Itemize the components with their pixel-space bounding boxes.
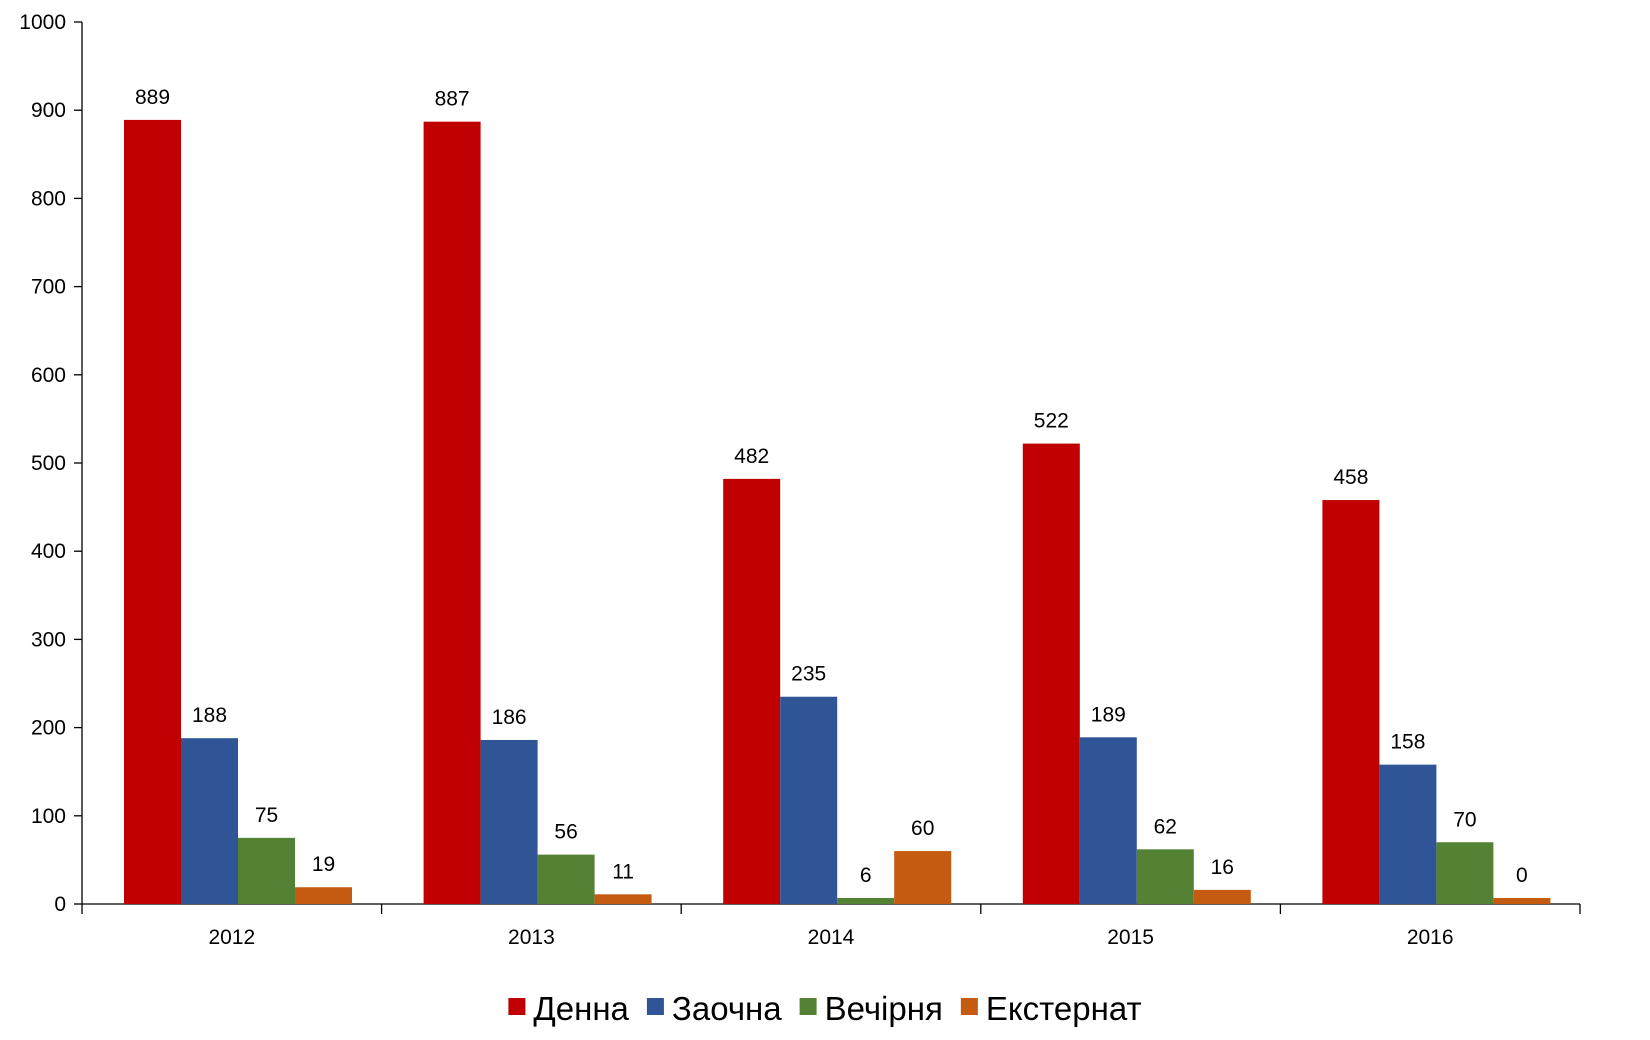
bar-Заочна-2016 [1379, 764, 1437, 904]
legend-swatch [646, 998, 664, 1015]
legend-label: Вечірня [825, 990, 943, 1027]
data-label: 188 [192, 704, 227, 727]
x-tick-label: 2012 [208, 926, 255, 949]
bar-Денна-2013 [423, 121, 481, 904]
y-tick-label: 0 [54, 893, 66, 916]
bar-Денна-2015 [1022, 443, 1080, 904]
data-label: 186 [492, 706, 527, 729]
bar-Денна-2012 [124, 119, 181, 905]
y-tick-label: 100 [31, 805, 66, 828]
data-label: 458 [1333, 466, 1368, 489]
legend-swatch [799, 998, 817, 1015]
x-tick-label: 2014 [808, 926, 855, 949]
bars [124, 119, 1551, 905]
data-label: 887 [435, 88, 470, 111]
data-label: 158 [1390, 731, 1425, 754]
bar-Заочна-2012 [181, 738, 238, 904]
bar-Екстернат-2015 [1193, 889, 1251, 904]
data-label: 60 [911, 817, 934, 840]
bar-Екстернат-2016 [1493, 898, 1551, 904]
y-tick-label: 1000 [19, 11, 66, 34]
y-tick-label: 200 [31, 717, 66, 740]
bar-Денна-2016 [1322, 500, 1380, 904]
bar-Заочна-2014 [780, 696, 838, 904]
data-label: 235 [791, 663, 826, 686]
x-tick-label: 2015 [1107, 926, 1154, 949]
y-axis: 0 100 200 300 400 500 600 700 800 900 1000 [19, 11, 83, 916]
legend: Денна Заочна Вечірня Екстернат [508, 990, 1142, 1027]
x-tick-label: 2013 [508, 926, 555, 949]
bar-Екстернат-2013 [594, 894, 652, 904]
y-tick-label: 500 [31, 452, 66, 475]
data-label: 56 [554, 821, 577, 844]
bar-Екстернат-2014 [894, 851, 952, 904]
data-label: 62 [1154, 815, 1177, 838]
data-label: 11 [612, 860, 634, 883]
y-tick-label: 700 [31, 276, 66, 299]
data-label: 0 [1516, 864, 1528, 887]
legend-label: Денна [533, 990, 629, 1027]
data-label: 75 [255, 804, 278, 827]
bar-Вечірня-2013 [537, 854, 595, 904]
y-tick-label: 600 [31, 364, 66, 387]
x-axis: 2012 2013 2014 2015 2016 [81, 903, 1581, 949]
y-tick-label: 900 [31, 99, 66, 122]
bar-Денна-2014 [723, 478, 781, 904]
legend-label: Заочна [672, 990, 782, 1027]
bar-Заочна-2015 [1079, 737, 1137, 904]
y-tick-label: 300 [31, 628, 66, 651]
bar-Заочна-2013 [480, 739, 538, 904]
bar-Вечірня-2015 [1136, 849, 1194, 904]
y-tick-label: 800 [31, 187, 66, 210]
data-label: 6 [860, 864, 872, 887]
bar-Вечірня-2012 [238, 837, 295, 904]
data-label: 19 [312, 853, 335, 876]
y-tick-label: 400 [31, 540, 66, 563]
bar-Вечірня-2014 [837, 898, 895, 904]
legend-swatch [960, 998, 978, 1015]
x-tick-label: 2016 [1407, 926, 1454, 949]
bar-Вечірня-2016 [1436, 842, 1494, 904]
data-label: 189 [1091, 703, 1126, 726]
data-label: 522 [1034, 410, 1069, 433]
legend-label: Екстернат [986, 990, 1142, 1027]
data-labels: 889 188 75 19 887 186 56 11 482 235 6 60 522 189 62 16 4… [135, 86, 1528, 887]
data-label: 16 [1211, 856, 1234, 879]
data-label: 482 [734, 445, 769, 468]
data-label: 889 [135, 86, 170, 109]
legend-swatch [508, 998, 526, 1015]
bar-Екстернат-2012 [295, 887, 352, 904]
data-label: 70 [1453, 808, 1476, 831]
